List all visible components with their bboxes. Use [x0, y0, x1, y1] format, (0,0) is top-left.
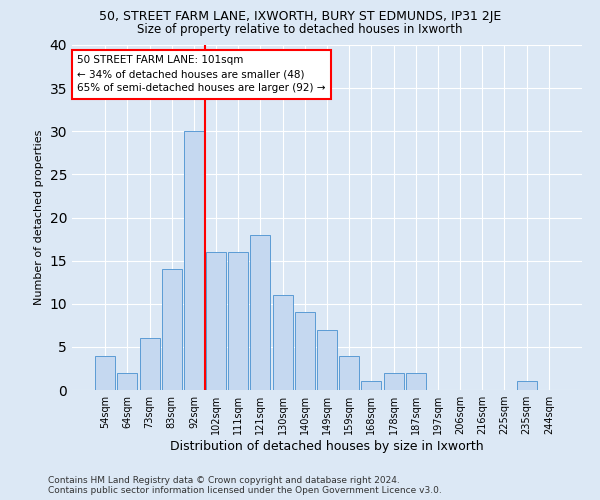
Y-axis label: Number of detached properties: Number of detached properties — [34, 130, 44, 305]
Bar — [339, 356, 359, 390]
Bar — [317, 330, 337, 390]
Bar — [206, 252, 226, 390]
Bar — [228, 252, 248, 390]
Bar — [383, 373, 404, 390]
Text: Size of property relative to detached houses in Ixworth: Size of property relative to detached ho… — [137, 22, 463, 36]
Bar — [517, 382, 536, 390]
Bar — [140, 338, 160, 390]
Text: Contains HM Land Registry data © Crown copyright and database right 2024.
Contai: Contains HM Land Registry data © Crown c… — [48, 476, 442, 495]
Bar — [162, 269, 182, 390]
Bar — [250, 235, 271, 390]
X-axis label: Distribution of detached houses by size in Ixworth: Distribution of detached houses by size … — [170, 440, 484, 453]
Text: 50 STREET FARM LANE: 101sqm
← 34% of detached houses are smaller (48)
65% of sem: 50 STREET FARM LANE: 101sqm ← 34% of det… — [77, 56, 326, 94]
Bar — [361, 382, 382, 390]
Bar — [184, 131, 204, 390]
Bar — [295, 312, 315, 390]
Bar — [118, 373, 137, 390]
Bar — [95, 356, 115, 390]
Bar — [272, 295, 293, 390]
Bar — [406, 373, 426, 390]
Text: 50, STREET FARM LANE, IXWORTH, BURY ST EDMUNDS, IP31 2JE: 50, STREET FARM LANE, IXWORTH, BURY ST E… — [99, 10, 501, 23]
